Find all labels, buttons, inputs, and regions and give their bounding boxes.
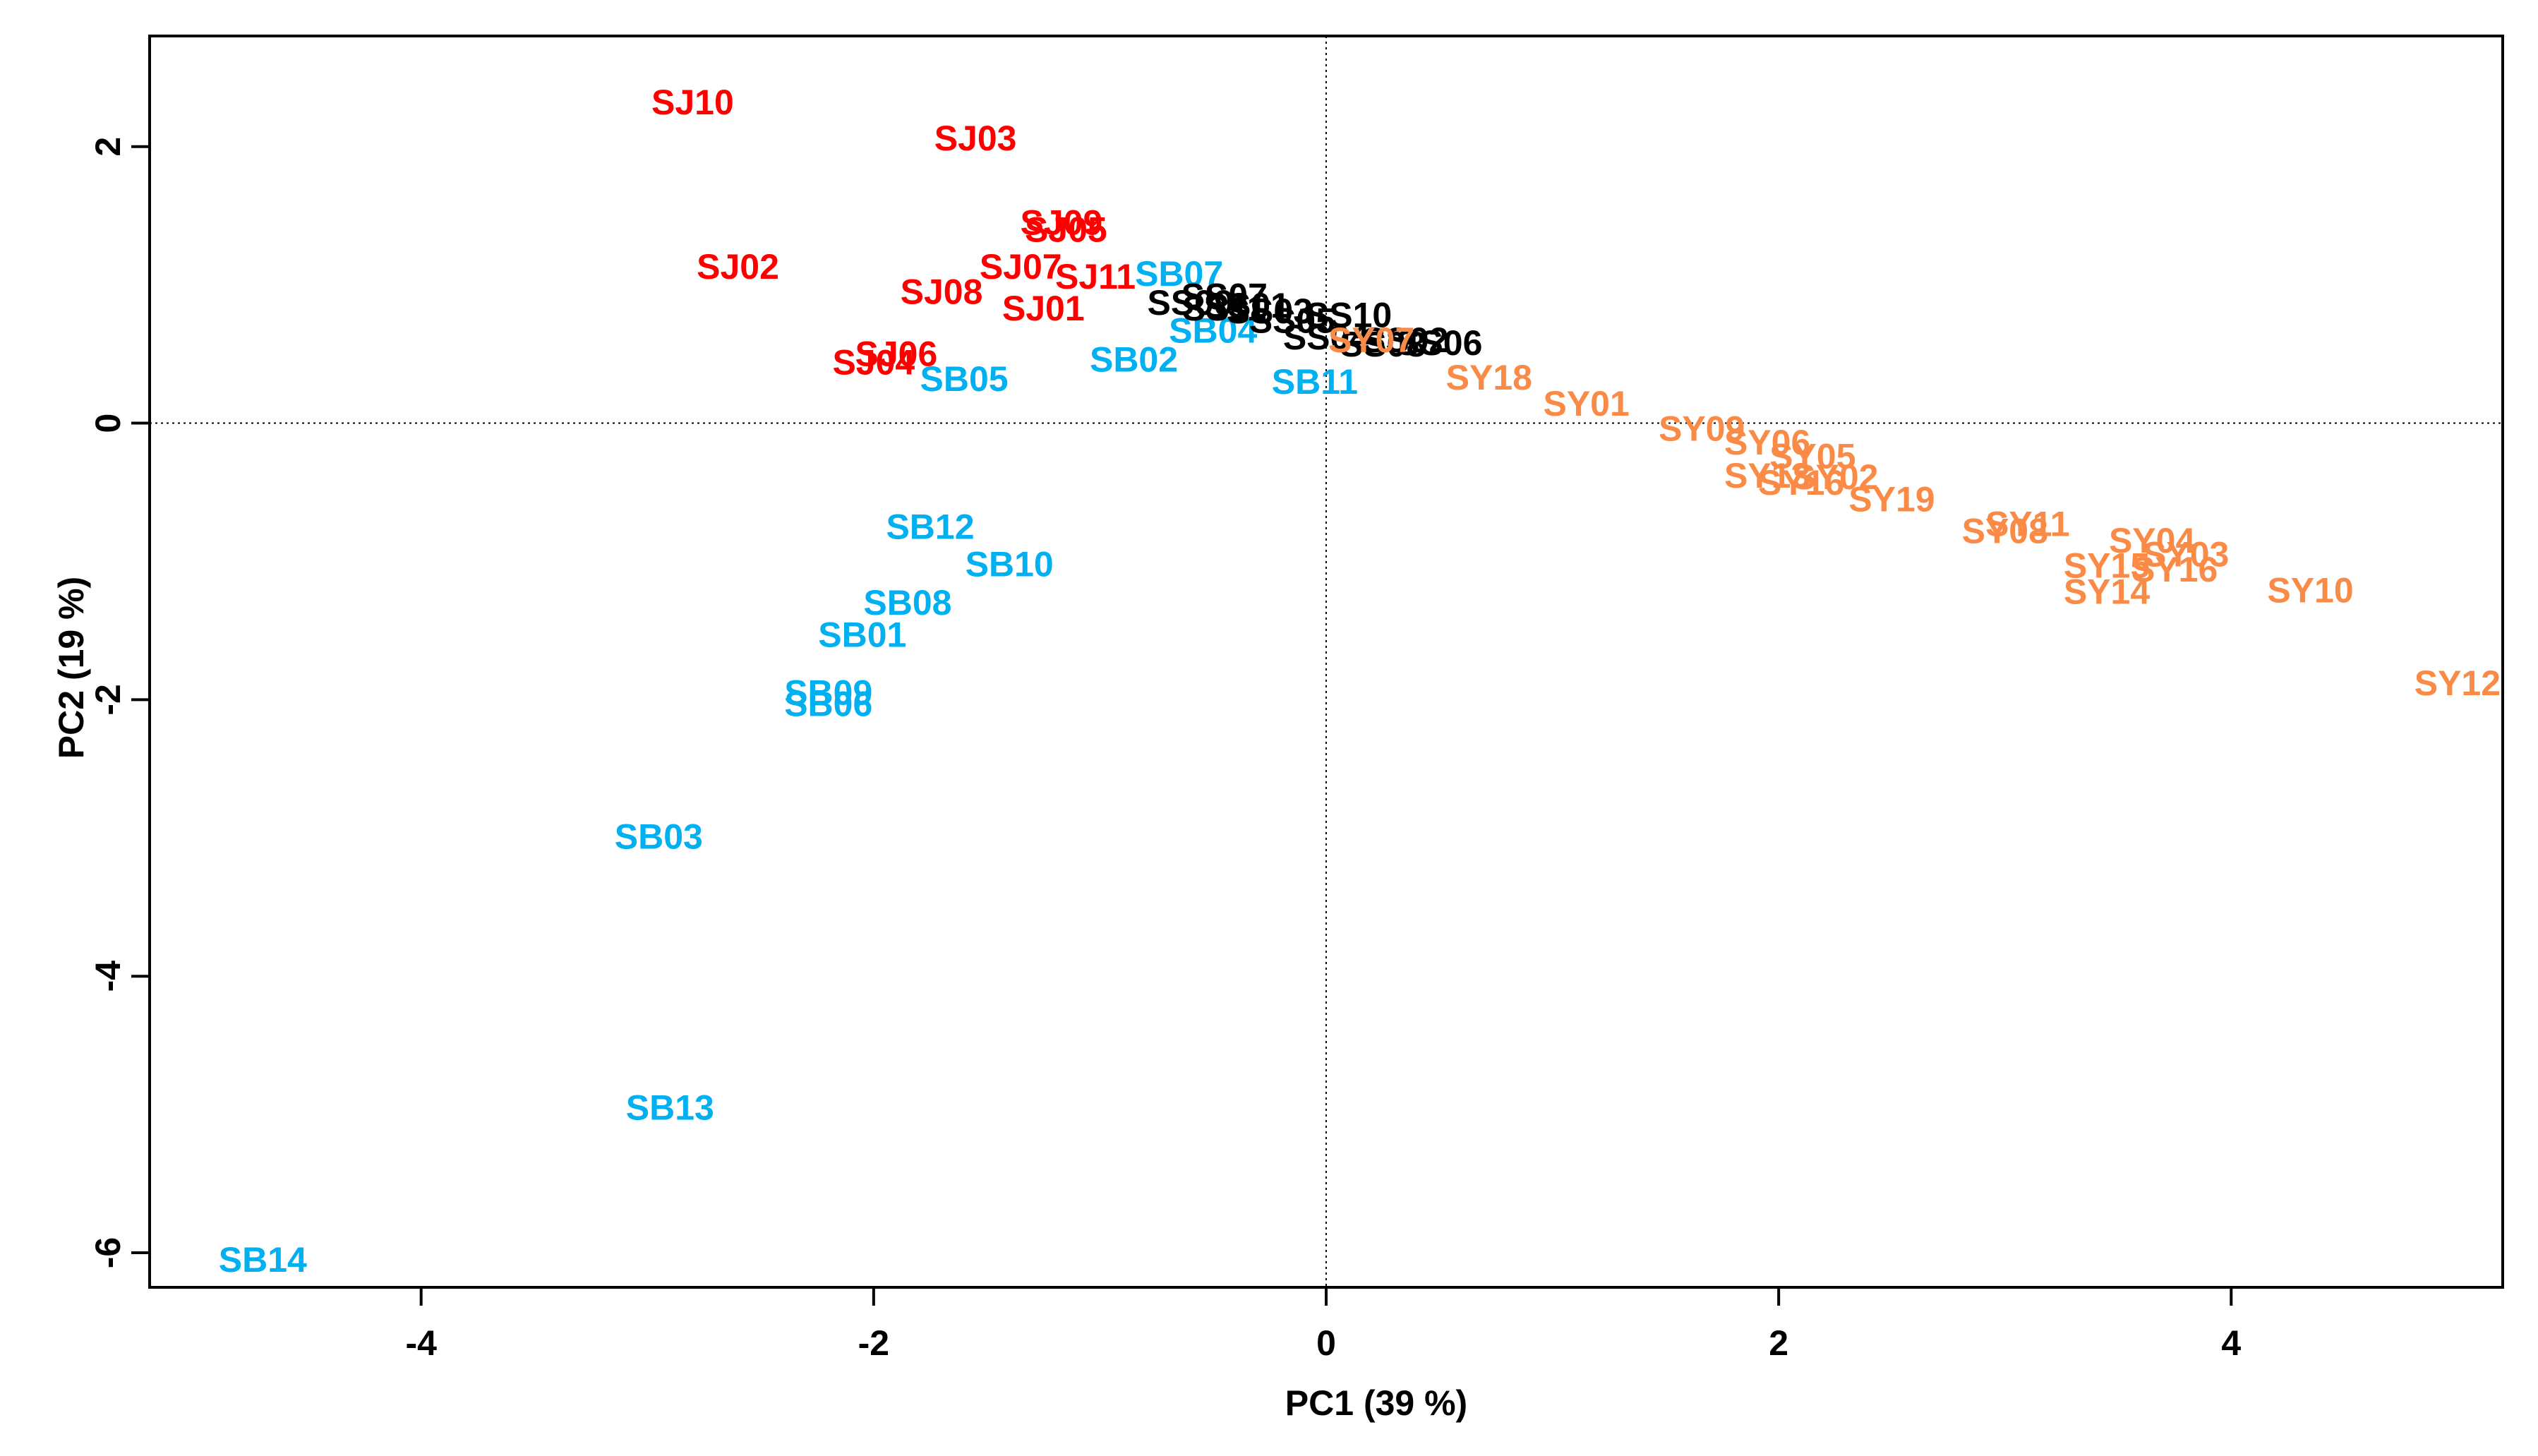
y-tick-label: -2 — [88, 684, 128, 715]
y-tick-label: 0 — [88, 414, 128, 433]
point-label-ss07: SS07 — [1181, 276, 1268, 315]
x-tick-label: 4 — [2221, 1323, 2241, 1363]
point-label-sj08: SJ08 — [901, 272, 983, 311]
point-label-sj04: SJ04 — [832, 342, 915, 382]
y-tick-label: -4 — [88, 961, 128, 992]
point-label-sy13: SY13 — [1724, 456, 1810, 495]
point-label-sy07: SY07 — [1328, 320, 1414, 360]
point-label-ss05: SS05 — [1249, 301, 1335, 341]
point-label-ss06: SS06 — [1396, 323, 1482, 363]
point-label-ss02: SS02 — [1362, 320, 1448, 360]
point-label-sj10: SJ10 — [651, 83, 734, 122]
series-ss: SS07SS09SS01SS11SS03SS10SS05SS04SS02SS08… — [1147, 276, 1482, 364]
point-label-sb09: SB09 — [784, 673, 872, 713]
point-label-ss03: SS03 — [1227, 291, 1313, 331]
series-sy: SY07SY18SY01SY09SY06SY05SY13SY16SY02SY19… — [1328, 320, 2501, 703]
y-axis-title: PC2 (19 %) — [52, 577, 91, 759]
point-label-sj07: SJ07 — [980, 247, 1062, 287]
point-label-sb01: SB01 — [818, 615, 906, 654]
point-label-sj02: SJ02 — [697, 247, 779, 287]
point-label-sj09: SJ09 — [1021, 203, 1103, 242]
x-tick-label: 2 — [1769, 1323, 1788, 1363]
reference-lines — [150, 36, 2503, 1287]
y-axis-ticks: 2 0 -2 -4 -6 — [88, 137, 150, 1268]
point-label-sb05: SB05 — [920, 359, 1009, 399]
point-label-sy11: SY11 — [1985, 505, 2070, 544]
point-label-sy09: SY09 — [1659, 409, 1745, 448]
point-label-sy14: SY14 — [2064, 572, 2151, 612]
x-tick-label: 0 — [1316, 1323, 1336, 1363]
y-tick-label: 2 — [88, 137, 128, 157]
point-label-ss04: SS04 — [1283, 318, 1370, 357]
point-label-sb14: SB14 — [219, 1240, 307, 1280]
point-label-sy03: SY03 — [2143, 535, 2229, 574]
point-label-sy02: SY02 — [1792, 457, 1878, 497]
point-label-sy05: SY05 — [1769, 437, 1856, 476]
point-label-ss10: SS10 — [1306, 296, 1392, 335]
point-label-sy10: SY10 — [2267, 571, 2353, 610]
point-label-ss01: SS01 — [1204, 286, 1290, 325]
point-label-sj03: SJ03 — [934, 119, 1017, 158]
plot-frame — [148, 35, 2504, 1289]
point-label-sy08: SY08 — [1962, 511, 2048, 550]
point-label-sy16: SY16 — [2131, 550, 2218, 589]
point-label-sj11: SJ11 — [1055, 257, 1136, 296]
point-label-sj01: SJ01 — [1002, 289, 1085, 328]
point-label-sy12: SY12 — [2414, 663, 2501, 703]
point-label-sb03: SB03 — [615, 817, 703, 856]
x-tick-label: -4 — [405, 1323, 437, 1363]
point-label-sj06: SJ06 — [855, 335, 938, 374]
point-label-sb07: SB07 — [1135, 254, 1223, 294]
y-tick-label: -6 — [88, 1237, 128, 1268]
point-label-sb06: SB06 — [784, 684, 872, 723]
point-label-sb02: SB02 — [1090, 339, 1178, 379]
point-label-ss09: SS09 — [1147, 283, 1233, 323]
point-label-sy01: SY01 — [1543, 384, 1629, 423]
point-label-sb11: SB11 — [1272, 362, 1358, 402]
point-label-sy04: SY04 — [2109, 521, 2196, 560]
point-label-ss08: SS08 — [1340, 325, 1426, 364]
point-label-sy06: SY06 — [1724, 423, 1810, 462]
point-label-sy19: SY19 — [1848, 479, 1935, 519]
point-label-sb10: SB10 — [966, 544, 1054, 584]
point-label-sy18: SY18 — [1446, 358, 1532, 397]
point-label-sy16: SY16 — [1758, 463, 1844, 503]
point-label-ss11: SS11 — [1182, 289, 1267, 328]
point-label-sb13: SB13 — [626, 1088, 714, 1127]
point-label-sb12: SB12 — [886, 507, 974, 546]
point-label-sb08: SB08 — [863, 583, 951, 622]
x-axis-title: PC1 (39 %) — [1285, 1383, 1467, 1423]
point-label-sj05: SJ05 — [1025, 210, 1107, 249]
point-label-sb04: SB04 — [1169, 311, 1257, 350]
x-tick-label: -2 — [858, 1323, 889, 1363]
x-axis-ticks: -4 -2 0 2 4 — [405, 1287, 2241, 1363]
point-label-sy15: SY15 — [2064, 546, 2150, 585]
